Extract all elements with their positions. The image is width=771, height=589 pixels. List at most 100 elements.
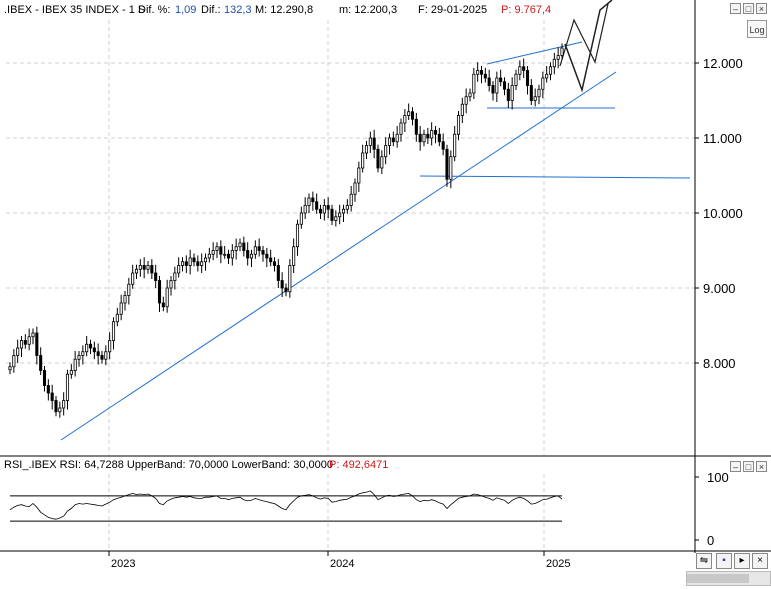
candle-body <box>384 145 388 158</box>
candle-body <box>280 280 284 289</box>
candle-body <box>215 246 219 251</box>
candle-body <box>468 92 472 98</box>
candle-body <box>368 137 372 146</box>
candle-body <box>407 111 411 116</box>
candle-body <box>372 137 376 150</box>
candle-body <box>522 66 526 71</box>
candle-body <box>207 253 211 259</box>
candle-body <box>230 250 234 259</box>
candle-body <box>307 197 311 206</box>
rsi-window-buttons: – □ × <box>730 461 767 473</box>
candle-body <box>31 332 35 338</box>
candle-body <box>81 351 85 356</box>
candle-body <box>391 137 395 143</box>
candle-body <box>8 366 12 371</box>
candle-body <box>203 257 208 263</box>
candle-body <box>288 265 292 293</box>
log-scale-button[interactable]: Log <box>747 20 767 38</box>
zoom-icon[interactable]: ⇋ <box>696 553 712 569</box>
candle-body <box>276 265 280 281</box>
price-tick-label: 9.000 <box>703 281 736 296</box>
rsi-header: RSI_.IBEX RSI: 64,7288 UpperBand: 70,000… <box>0 456 695 474</box>
candle-body <box>556 55 560 60</box>
candle-body <box>445 148 449 180</box>
rsi-close-button[interactable]: × <box>756 461 767 472</box>
candle-body <box>50 392 54 401</box>
p-label: P: 9.767,4 <box>501 4 552 16</box>
candle-body <box>403 115 407 124</box>
candle-body <box>242 242 246 251</box>
candle-body <box>108 340 112 353</box>
candle-body <box>27 336 31 345</box>
candle-body <box>510 85 514 101</box>
candle-body <box>111 321 116 341</box>
candle-body <box>364 145 369 154</box>
channel-top-line <box>486 41 583 65</box>
candle-body <box>253 246 257 255</box>
candle-body <box>88 343 93 349</box>
candle-body <box>353 182 357 195</box>
rsi-maximize-button[interactable]: □ <box>743 461 754 472</box>
rsi-line <box>9 490 563 520</box>
candle-body <box>502 81 507 90</box>
candle-body <box>387 137 392 146</box>
candle-body <box>85 343 89 353</box>
candle-body <box>265 253 269 259</box>
candle-body <box>142 265 146 270</box>
candle-body <box>92 347 96 353</box>
rsi-minimize-button[interactable]: – <box>730 461 741 472</box>
candle-body <box>395 133 399 143</box>
candle-body <box>491 85 495 94</box>
save-icon[interactable]: ▪ <box>716 553 732 569</box>
maximize-button[interactable]: □ <box>743 3 754 14</box>
minimize-button[interactable]: – <box>730 3 741 14</box>
candle-body <box>518 66 522 75</box>
candle-body <box>223 253 227 256</box>
scrollbar-thumb[interactable] <box>687 574 749 583</box>
horizontal-scrollbar[interactable] <box>686 571 771 586</box>
crosshair-icon[interactable]: ▸ <box>734 553 750 569</box>
candle-body <box>69 370 73 375</box>
candle-body <box>65 373 70 401</box>
min-label: m: 12.200,3 <box>339 4 398 16</box>
candle-body <box>62 400 66 409</box>
candle-body <box>545 73 549 79</box>
candle-body <box>257 246 261 251</box>
candle-body <box>453 133 457 158</box>
candle-body <box>456 115 461 135</box>
candle-body <box>349 193 353 206</box>
candle-body <box>483 73 487 79</box>
candle-body <box>295 223 300 248</box>
close-button[interactable]: × <box>756 3 767 14</box>
rsi-tick-label: 0 <box>707 533 714 548</box>
candle-body <box>533 96 537 101</box>
candle-body <box>357 167 361 184</box>
close-chart-icon[interactable]: × <box>752 553 768 569</box>
candle-body <box>188 257 192 266</box>
candle-body <box>192 257 196 263</box>
candle-body <box>426 133 430 139</box>
candle-body <box>410 111 415 120</box>
candle-body <box>476 70 480 75</box>
candles-layer <box>8 43 564 418</box>
candle-body <box>123 295 127 304</box>
candle-body <box>479 70 484 75</box>
candle-body <box>433 130 438 135</box>
candle-body <box>134 268 139 274</box>
candle-body <box>127 283 131 296</box>
candle-body <box>226 253 231 259</box>
candle-body <box>46 385 50 394</box>
candle-body <box>19 340 24 349</box>
candle-body <box>330 208 334 221</box>
candle-body <box>115 313 119 323</box>
rsi-tick-label: 100 <box>707 470 729 485</box>
price-tick-label: 8.000 <box>703 356 736 371</box>
candle-body <box>119 302 123 315</box>
candle-body <box>104 351 108 360</box>
support-horizontal-line <box>419 175 691 179</box>
candle-body <box>154 272 158 281</box>
candle-body <box>495 77 499 94</box>
candle-body <box>42 370 47 386</box>
